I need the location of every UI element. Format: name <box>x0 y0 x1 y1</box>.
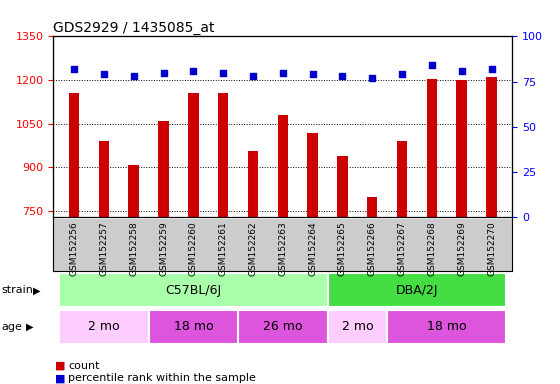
Text: GSM152259: GSM152259 <box>159 222 168 276</box>
Text: GSM152264: GSM152264 <box>308 222 317 276</box>
Bar <box>337 156 348 217</box>
Point <box>368 75 377 81</box>
Text: GSM152270: GSM152270 <box>487 222 496 276</box>
Point <box>427 62 436 68</box>
Bar <box>367 197 377 217</box>
Bar <box>278 115 288 217</box>
Bar <box>238 310 328 344</box>
Bar <box>188 93 199 217</box>
Text: GSM152258: GSM152258 <box>129 222 138 276</box>
Bar <box>218 93 228 217</box>
Text: count: count <box>68 361 100 371</box>
Text: percentile rank within the sample: percentile rank within the sample <box>68 373 256 383</box>
Bar <box>99 141 109 217</box>
Text: GSM152268: GSM152268 <box>427 222 436 276</box>
Text: GSM152257: GSM152257 <box>99 222 109 276</box>
Text: 2 mo: 2 mo <box>88 320 120 333</box>
Point <box>159 70 168 76</box>
Text: GSM152265: GSM152265 <box>338 222 347 276</box>
Point <box>338 73 347 79</box>
Text: GSM152260: GSM152260 <box>189 222 198 276</box>
Point <box>487 66 496 72</box>
Text: GSM152261: GSM152261 <box>218 222 228 276</box>
Text: ▶: ▶ <box>32 285 40 295</box>
Point <box>189 68 198 74</box>
Text: GSM152266: GSM152266 <box>368 222 377 276</box>
Point <box>69 66 78 72</box>
Text: GSM152256: GSM152256 <box>69 222 78 276</box>
Text: 18 mo: 18 mo <box>174 320 213 333</box>
Bar <box>69 93 80 217</box>
Bar <box>128 165 139 217</box>
Bar <box>387 310 506 344</box>
Point <box>398 71 407 78</box>
Text: GSM152269: GSM152269 <box>457 222 466 276</box>
Text: DBA/2J: DBA/2J <box>396 284 438 297</box>
Bar <box>486 77 497 217</box>
Text: GSM152263: GSM152263 <box>278 222 287 276</box>
Bar <box>59 310 148 344</box>
Bar <box>307 132 318 217</box>
Text: GSM152262: GSM152262 <box>249 222 258 276</box>
Bar <box>328 310 387 344</box>
Point <box>278 70 287 76</box>
Bar <box>328 273 506 307</box>
Bar <box>59 273 328 307</box>
Text: 26 mo: 26 mo <box>263 320 302 333</box>
Text: 2 mo: 2 mo <box>342 320 373 333</box>
Text: strain: strain <box>2 285 34 295</box>
Bar <box>148 310 238 344</box>
Text: GDS2929 / 1435085_at: GDS2929 / 1435085_at <box>53 22 214 35</box>
Point <box>129 73 138 79</box>
Bar <box>248 151 258 217</box>
Point <box>457 68 466 74</box>
Text: ▶: ▶ <box>26 322 34 332</box>
Bar <box>427 79 437 217</box>
Point <box>249 73 258 79</box>
Text: ■: ■ <box>55 373 66 383</box>
Text: age: age <box>2 322 22 332</box>
Bar <box>158 121 169 217</box>
Text: GSM152267: GSM152267 <box>398 222 407 276</box>
Bar <box>397 141 407 217</box>
Text: ■: ■ <box>55 361 66 371</box>
Point <box>100 71 109 78</box>
Text: C57BL/6J: C57BL/6J <box>165 284 221 297</box>
Point <box>219 70 228 76</box>
Text: 18 mo: 18 mo <box>427 320 466 333</box>
Point <box>308 71 317 78</box>
Bar <box>456 80 467 217</box>
